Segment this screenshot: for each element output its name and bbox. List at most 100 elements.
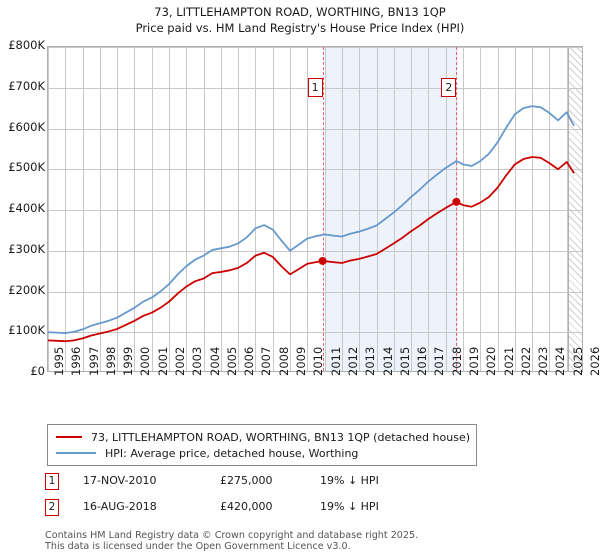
x-axis-tick-label: 2019 <box>466 346 481 376</box>
x-axis-tick-label: 2003 <box>190 346 205 376</box>
transaction-date-2: 16-AUG-2018 <box>83 500 157 513</box>
gridline-vertical <box>100 47 101 371</box>
price-chart-plot-area <box>47 46 583 372</box>
x-axis-tick-label: 2013 <box>363 346 378 376</box>
legend-label-property: 73, LITTLEHAMPTON ROAD, WORTHING, BN13 1… <box>90 430 470 444</box>
x-axis-tick-label: 2001 <box>155 346 170 376</box>
gridline-horizontal <box>48 292 582 293</box>
x-axis-tick-label: 2020 <box>484 346 499 376</box>
table-row[interactable]: 1 17-NOV-2010 £275,000 19% ↓ HPI <box>45 472 475 498</box>
gridline-vertical <box>134 47 135 371</box>
x-axis-tick-label: 1999 <box>121 346 136 376</box>
x-axis-tick-label: 2002 <box>173 346 188 376</box>
transaction-point-1[interactable] <box>318 256 327 265</box>
gridline-vertical <box>480 47 481 371</box>
y-axis-tick-label: £0 <box>30 364 45 378</box>
attribution-footer: Contains HM Land Registry data © Crown c… <box>45 530 565 552</box>
series-line-hpi <box>48 105 575 334</box>
footer-line-2: This data is licensed under the Open Gov… <box>45 541 351 552</box>
footer-line-1: Contains HM Land Registry data © Crown c… <box>45 530 419 541</box>
legend-item-property: 73, LITTLEHAMPTON ROAD, WORTHING, BN13 1… <box>54 429 470 445</box>
x-axis-tick-label: 2026 <box>588 346 600 376</box>
gridline-horizontal <box>48 332 582 333</box>
transaction-date-1: 17-NOV-2010 <box>83 474 157 487</box>
x-axis-tick-label: 2005 <box>224 346 239 376</box>
x-axis-tick-label: 2017 <box>432 346 447 376</box>
transactions-table: 1 17-NOV-2010 £275,000 19% ↓ HPI 2 16-AU… <box>45 472 475 524</box>
gridline-vertical <box>532 47 533 371</box>
gridline-horizontal <box>48 169 582 170</box>
gridline-vertical <box>394 47 395 371</box>
y-axis-tick-label: £100K <box>8 323 45 338</box>
transaction-badge-2: 2 <box>45 499 59 516</box>
gridline-vertical <box>238 47 239 371</box>
gridline-vertical <box>446 47 447 371</box>
title-line-1: 73, LITTLEHAMPTON ROAD, WORTHING, BN13 1… <box>154 5 446 19</box>
gridline-horizontal <box>48 47 582 48</box>
y-axis-tick-label: £300K <box>8 241 45 256</box>
chart-callout-1[interactable]: 1 <box>307 78 323 97</box>
gridline-vertical <box>567 47 568 371</box>
x-axis-tick-label: 2004 <box>207 346 222 376</box>
gridline-vertical <box>65 47 66 371</box>
legend-swatch-hpi <box>56 452 96 454</box>
chart-legend: 73, LITTLEHAMPTON ROAD, WORTHING, BN13 1… <box>47 424 477 466</box>
y-axis-tick-label: £800K <box>8 38 45 52</box>
x-axis-tick-label: 2015 <box>397 346 412 376</box>
x-axis-tick-label: 2007 <box>259 346 274 376</box>
x-axis-tick-label: 2022 <box>518 346 533 376</box>
gridline-vertical <box>169 47 170 371</box>
gridline-vertical <box>204 47 205 371</box>
gridline-vertical <box>377 47 378 371</box>
x-axis-tick-label: 2018 <box>449 346 464 376</box>
gridline-vertical <box>411 47 412 371</box>
gridline-vertical <box>359 47 360 371</box>
transaction-marker-line-2 <box>456 47 458 371</box>
x-axis-tick-label: 2006 <box>242 346 257 376</box>
gridline-vertical <box>255 47 256 371</box>
chart-callout-2[interactable]: 2 <box>441 78 457 97</box>
x-axis-tick-label: 2021 <box>501 346 516 376</box>
y-axis-tick-label: £600K <box>8 119 45 134</box>
gridline-vertical <box>221 47 222 371</box>
transaction-hpi-delta-1: 19% ↓ HPI <box>320 474 379 487</box>
x-axis-tick-label: 2023 <box>536 346 551 376</box>
transaction-price-1: £275,000 <box>220 474 273 487</box>
highlight-band <box>324 47 458 371</box>
x-axis-tick-label: 1995 <box>52 346 66 376</box>
gridline-vertical <box>273 47 274 371</box>
gridline-horizontal <box>48 251 582 252</box>
x-axis-tick-label: 2012 <box>345 346 360 376</box>
y-axis-tick-label: £500K <box>8 160 45 175</box>
gridline-vertical <box>428 47 429 371</box>
page-title: 73, LITTLEHAMPTON ROAD, WORTHING, BN13 1… <box>0 4 600 36</box>
projection-hatched-region <box>568 47 582 371</box>
y-axis-tick-label: £400K <box>8 201 45 215</box>
transaction-marker-line-1 <box>322 47 324 371</box>
gridline-vertical <box>498 47 499 371</box>
legend-swatch-property <box>56 436 82 438</box>
gridline-vertical <box>515 47 516 371</box>
title-line-2: Price paid vs. HM Land Registry's House … <box>135 21 465 35</box>
x-axis-tick-label: 2016 <box>415 346 430 376</box>
gridline-vertical <box>463 47 464 371</box>
x-axis-tick-label: 2014 <box>380 346 395 376</box>
gridline-vertical <box>290 47 291 371</box>
x-axis-tick-label: 1996 <box>69 346 84 376</box>
x-axis-tick-label: 2009 <box>294 346 309 376</box>
transaction-badge-1: 1 <box>45 473 59 490</box>
gridline-vertical <box>342 47 343 371</box>
gridline-horizontal <box>48 210 582 211</box>
series-line-property <box>48 156 575 343</box>
transaction-point-2[interactable] <box>452 197 461 206</box>
table-row[interactable]: 2 16-AUG-2018 £420,000 19% ↓ HPI <box>45 498 475 524</box>
gridline-vertical <box>152 47 153 371</box>
x-axis-tick-label: 2000 <box>138 346 153 376</box>
gridline-vertical <box>117 47 118 371</box>
x-axis-tick-label: 1998 <box>103 346 118 376</box>
transaction-price-2: £420,000 <box>220 500 273 513</box>
x-axis-tick-label: 2008 <box>276 346 291 376</box>
x-axis-tick-label: 2024 <box>553 346 568 376</box>
gridline-vertical <box>48 47 49 371</box>
transaction-hpi-delta-2: 19% ↓ HPI <box>320 500 379 513</box>
